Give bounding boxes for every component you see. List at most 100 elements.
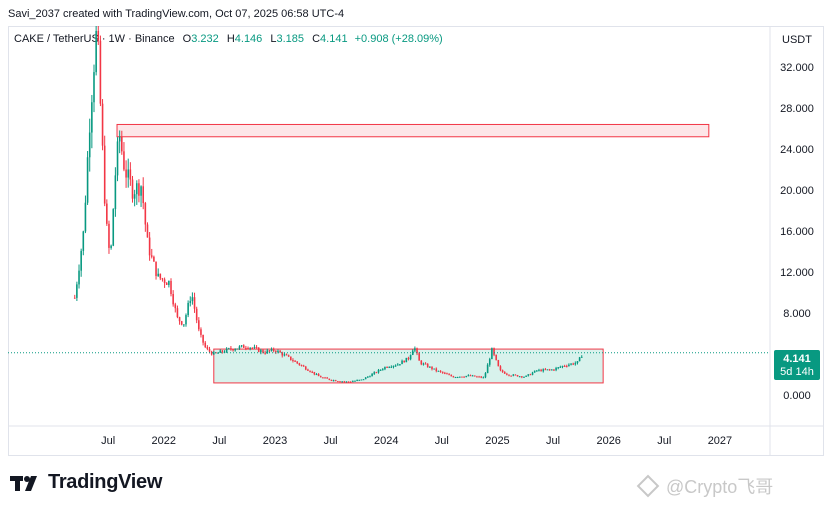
candle-body [313, 371, 316, 375]
candle-body [242, 345, 245, 348]
candle [525, 375, 527, 378]
candle-body [309, 370, 311, 372]
y-tick-label: 12.000 [780, 267, 814, 279]
candle-body [491, 348, 493, 360]
candle-body [129, 169, 132, 180]
candle-body [334, 380, 337, 382]
candle-body [307, 369, 309, 371]
candle-body [409, 355, 412, 360]
candle-body [183, 324, 185, 326]
price-axis[interactable]: USDT 0.0004.0008.00012.00016.00020.00024… [780, 34, 814, 402]
candle-body [518, 376, 521, 378]
candle [375, 371, 378, 374]
candle-body [364, 377, 367, 380]
candle [480, 375, 483, 379]
candle-body [557, 367, 560, 369]
x-tick-label: 2024 [374, 435, 398, 447]
candle [510, 375, 512, 377]
candle-body [292, 359, 294, 361]
candle [249, 347, 251, 351]
candle [153, 255, 155, 262]
candle [292, 358, 294, 363]
candle-body [219, 350, 222, 353]
candle-body [328, 378, 331, 380]
candle [407, 356, 410, 361]
candle-body [495, 354, 497, 361]
candle-body [405, 357, 408, 363]
candle-body [521, 376, 523, 378]
tradingview-logo[interactable]: TradingView [10, 471, 162, 494]
candle-body [153, 256, 155, 262]
candle [360, 379, 363, 381]
candle-body [240, 345, 243, 347]
candle-body [548, 369, 551, 371]
candle-body [150, 255, 153, 257]
chart-pane[interactable] [8, 26, 824, 456]
candle-body [471, 375, 474, 377]
candle-body [264, 352, 266, 354]
candle-body [155, 261, 157, 277]
candle-body [227, 348, 230, 350]
time-axis[interactable]: Jul 2022 Jul 2023 Jul 2024 Jul 2025 Jul 2026 Jul 20… [101, 435, 732, 447]
x-tick-label: Jul [101, 435, 115, 447]
candle [257, 347, 260, 353]
candle-body [371, 373, 373, 377]
candle-body [450, 374, 453, 377]
candle-body [506, 373, 508, 375]
candle-body [296, 361, 299, 364]
candle-body [480, 376, 483, 378]
close-label: C [312, 33, 321, 45]
x-tick-label: 2022 [151, 435, 175, 447]
candle-body [401, 360, 403, 365]
candle-body [469, 375, 472, 377]
candle-body [362, 379, 365, 381]
candle [499, 365, 502, 372]
candle-body [135, 183, 138, 195]
candle-body [465, 375, 468, 377]
candle [272, 347, 275, 353]
candle-body [106, 203, 108, 224]
candle [294, 359, 296, 362]
candle-body [501, 370, 504, 373]
candle-body [144, 203, 147, 225]
candle [187, 300, 189, 318]
candle-body [403, 360, 405, 363]
candle-body [367, 376, 369, 378]
candle-body [319, 376, 322, 378]
y-tick-label: 24.000 [780, 144, 814, 156]
candle-body [429, 366, 431, 368]
candle-body [99, 40, 102, 104]
candle-body [275, 351, 277, 353]
price-chart[interactable]: USDT 0.0004.0008.00012.00016.00020.00024… [8, 26, 824, 456]
symbol-legend: CAKE / TetherUS · 1W · Binance O3.232 H4… [14, 33, 443, 45]
candle [189, 296, 192, 307]
candle [557, 367, 560, 370]
candle [491, 347, 493, 360]
candle-body [555, 367, 557, 371]
candle-body [418, 353, 420, 361]
candle-body [349, 381, 352, 383]
candle-body [508, 374, 510, 376]
candle-body [486, 364, 489, 374]
candle-body [78, 270, 80, 285]
candle [411, 349, 414, 356]
candle [200, 327, 202, 338]
x-tick-label: 2027 [708, 435, 732, 447]
candle-body [82, 231, 85, 251]
candle [125, 160, 127, 188]
candle-body [559, 366, 562, 368]
candle [469, 374, 472, 377]
candle-body [236, 348, 239, 350]
candle-body [503, 372, 506, 374]
candle [159, 273, 162, 281]
high-label: H [226, 33, 235, 45]
candle [129, 162, 132, 186]
candle [521, 376, 523, 379]
candle-body [553, 369, 555, 371]
candle-body [103, 145, 106, 204]
candle [202, 334, 204, 346]
x-tick-label: 2026 [596, 435, 620, 447]
candle-body [315, 374, 318, 376]
candle [176, 305, 179, 319]
candle [401, 359, 403, 365]
